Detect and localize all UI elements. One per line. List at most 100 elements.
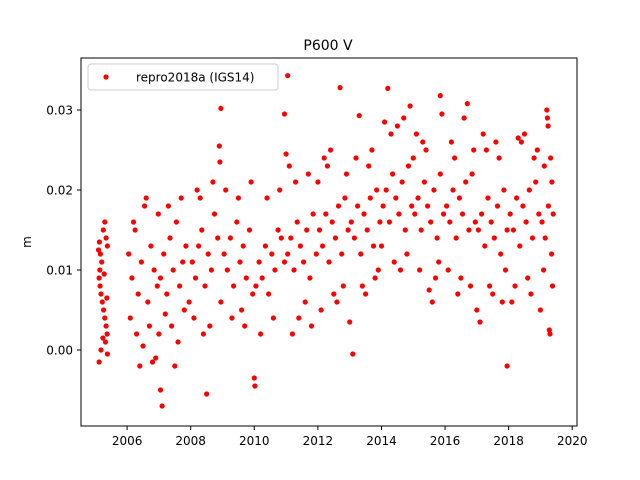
data-point — [444, 203, 450, 209]
data-point — [464, 101, 470, 107]
data-point — [407, 103, 413, 109]
data-point — [159, 403, 165, 409]
data-point — [302, 299, 308, 305]
data-point — [96, 275, 102, 281]
data-point — [523, 219, 529, 225]
data-point — [366, 163, 372, 169]
data-point — [385, 85, 391, 91]
y-tick-label: 0.00 — [46, 344, 73, 358]
data-point — [177, 283, 183, 289]
data-point — [229, 315, 235, 321]
data-point — [102, 339, 109, 345]
data-point — [204, 391, 210, 397]
data-point — [477, 319, 483, 325]
x-tick-label: 2020 — [557, 434, 588, 448]
data-point — [211, 211, 218, 217]
data-point — [307, 275, 313, 281]
data-point — [97, 267, 103, 273]
data-point — [186, 299, 192, 305]
data-point — [471, 147, 477, 153]
data-point — [378, 243, 385, 249]
data-point — [103, 235, 109, 241]
data-point — [474, 307, 480, 313]
data-point — [200, 331, 206, 337]
data-point — [167, 235, 173, 241]
data-point — [453, 235, 459, 241]
data-point — [459, 211, 466, 217]
data-point — [520, 203, 526, 209]
data-point — [95, 247, 102, 253]
data-point — [537, 307, 544, 313]
data-point — [359, 283, 365, 289]
data-point — [421, 179, 427, 185]
data-point — [380, 203, 386, 209]
data-point — [178, 195, 184, 201]
data-point — [305, 171, 311, 177]
data-point — [262, 243, 268, 249]
data-point — [418, 227, 424, 233]
data-point — [328, 147, 334, 153]
data-point — [173, 219, 179, 225]
data-point — [239, 307, 245, 313]
data-point — [157, 387, 164, 393]
data-point — [210, 179, 216, 185]
data-point — [143, 195, 149, 201]
data-point — [541, 267, 547, 273]
data-point — [99, 259, 105, 265]
data-point — [181, 307, 187, 313]
data-point — [148, 243, 154, 249]
data-point — [189, 259, 195, 265]
data-point — [490, 291, 496, 297]
data-point — [399, 179, 405, 185]
data-point — [447, 219, 453, 225]
data-point — [335, 203, 342, 209]
data-point — [450, 187, 456, 193]
data-point — [227, 235, 233, 241]
data-point — [531, 155, 537, 161]
data-point — [208, 267, 214, 273]
data-point — [466, 227, 472, 233]
data-point — [494, 203, 501, 209]
data-point — [337, 85, 343, 91]
data-point — [332, 235, 338, 241]
data-point — [437, 93, 443, 99]
data-point — [528, 291, 534, 297]
data-point — [221, 251, 227, 257]
data-point — [140, 343, 146, 349]
data-point — [310, 211, 316, 217]
data-point — [549, 179, 555, 185]
data-point — [301, 259, 307, 265]
data-point — [155, 211, 161, 217]
data-point — [479, 211, 485, 217]
data-point — [100, 227, 106, 233]
data-point — [170, 267, 176, 273]
data-point — [157, 275, 164, 281]
data-point — [402, 227, 408, 233]
data-point — [347, 319, 353, 325]
data-point — [194, 187, 200, 193]
data-point — [315, 179, 321, 185]
data-point — [467, 283, 474, 289]
y-axis-label: m — [20, 236, 34, 248]
data-point — [191, 315, 197, 321]
data-point — [432, 275, 439, 281]
data-point — [224, 267, 230, 273]
data-point — [235, 195, 241, 201]
data-point — [393, 195, 399, 201]
data-point — [223, 187, 229, 193]
data-point — [510, 227, 516, 233]
data-point — [246, 227, 253, 233]
data-point — [240, 243, 246, 249]
data-point — [342, 195, 348, 201]
data-point — [104, 331, 110, 337]
data-point — [272, 267, 278, 273]
chart-title: P600 V — [303, 38, 353, 54]
y-axis: 0.00 0.01 0.02 0.03 — [46, 104, 81, 358]
data-point — [372, 275, 378, 281]
data-point — [452, 155, 458, 161]
data-point — [475, 227, 481, 233]
data-point — [348, 219, 354, 225]
data-point — [483, 147, 489, 153]
data-point — [156, 331, 162, 337]
data-point — [169, 323, 175, 329]
